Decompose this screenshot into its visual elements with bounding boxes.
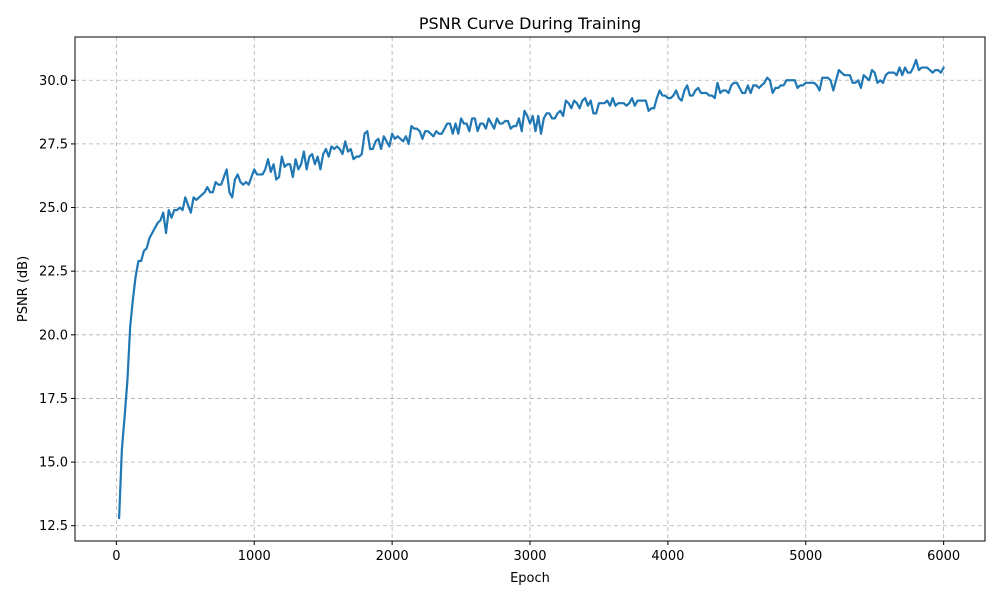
chart-title: PSNR Curve During Training — [419, 14, 641, 33]
psnr-series-line — [118, 58, 945, 520]
y-tick-label: 25.0 — [39, 201, 68, 216]
x-tick-label: 0 — [112, 549, 120, 564]
x-axis-ticks: 0 1000 2000 3000 4000 5000 6000 — [112, 541, 960, 564]
x-tick-label: 6000 — [927, 549, 960, 564]
y-tick-label: 20.0 — [39, 328, 68, 343]
y-axis-label: PSNR (dB) — [16, 256, 31, 322]
x-tick-label: 5000 — [789, 549, 822, 564]
series-group — [118, 58, 945, 520]
x-tick-label: 4000 — [651, 549, 684, 564]
y-tick-label: 12.5 — [39, 519, 68, 534]
y-tick-label: 30.0 — [39, 74, 68, 89]
x-axis-label: Epoch — [510, 571, 550, 586]
y-axis-ticks: 12.5 15.0 17.5 20.0 22.5 25.0 27.5 30.0 — [39, 74, 75, 534]
x-tick-label: 1000 — [238, 549, 271, 564]
x-tick-label: 2000 — [376, 549, 409, 564]
y-tick-label: 15.0 — [39, 456, 68, 471]
x-tick-label: 3000 — [513, 549, 546, 564]
gridlines — [75, 37, 985, 541]
y-tick-label: 17.5 — [39, 392, 68, 407]
y-tick-label: 27.5 — [39, 137, 68, 152]
y-tick-label: 22.5 — [39, 265, 68, 280]
